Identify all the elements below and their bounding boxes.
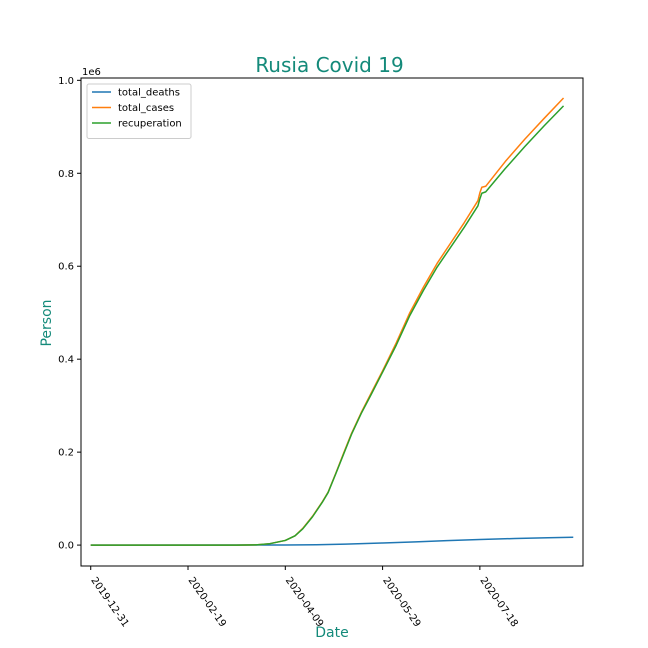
chart-title: Rusia Covid 19 (255, 53, 403, 77)
y-tick-label: 0.4 (58, 355, 74, 366)
y-axis-offset-label: 1e6 (82, 67, 101, 78)
series-line-total-deaths (90, 536, 574, 546)
x-axis-title: Date (315, 625, 348, 641)
legend-label-total-cases: total_cases (118, 103, 174, 114)
legend-label-recuperation: recuperation (118, 119, 182, 130)
y-axis-title: Person (39, 299, 55, 346)
legend: total_deaths total_cases recuperation (86, 83, 192, 139)
axes-frame (80, 77, 584, 567)
y-tick-label: 1.0 (58, 76, 74, 87)
series-line-recuperation (90, 105, 565, 546)
legend-label-total-deaths: total_deaths (118, 88, 180, 99)
y-tick-label: 0.2 (58, 448, 74, 459)
y-tick-label: 0.6 (58, 262, 74, 273)
legend-frame (86, 83, 192, 139)
y-tick-label: 0.0 (58, 541, 74, 552)
y-tick-label: 0.8 (58, 169, 74, 180)
